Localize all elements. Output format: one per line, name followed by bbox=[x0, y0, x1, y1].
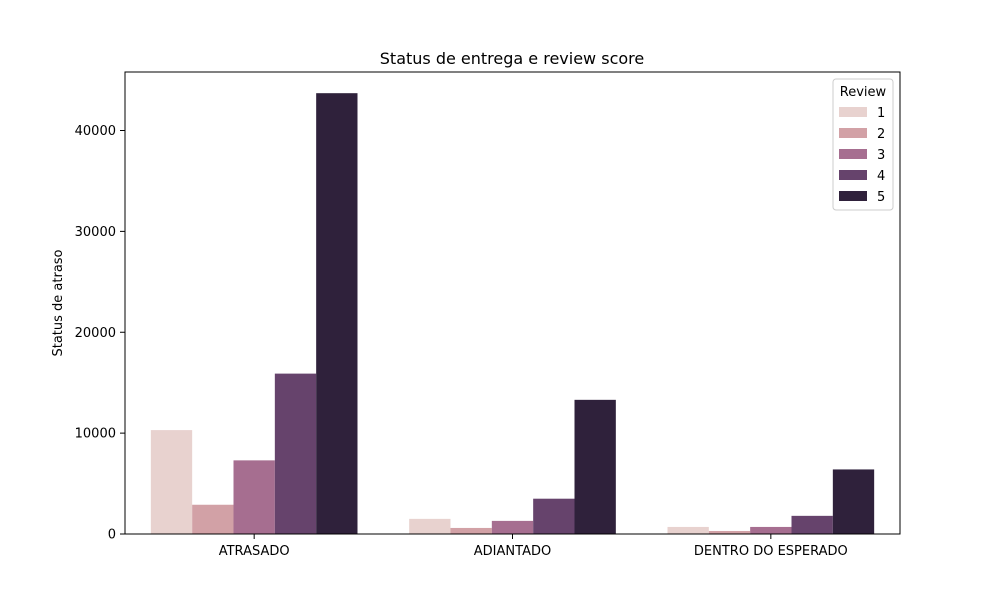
bar-review-4-2 bbox=[533, 498, 575, 534]
legend-swatch-review-2 bbox=[839, 128, 867, 138]
plot-frame bbox=[124, 71, 901, 535]
x-tick-label: DENTRO DO ESPERADO bbox=[694, 544, 848, 559]
bar-review-2-1 bbox=[192, 504, 234, 534]
legend-swatch-review-1 bbox=[839, 107, 867, 117]
bar-review-3-2 bbox=[491, 520, 534, 534]
bar-review-3-3 bbox=[750, 526, 792, 534]
y-tick-label: 30000 bbox=[75, 225, 116, 240]
legend-swatch-review-5 bbox=[839, 191, 867, 201]
x-axis: ATRASADO ADIANTADO DENTRO DO ESPERADO bbox=[219, 534, 848, 559]
y-tick-label: 20000 bbox=[75, 326, 116, 341]
y-tick-label: 0 bbox=[108, 528, 116, 543]
bar-review-4-3 bbox=[791, 515, 833, 534]
legend-title: Review bbox=[840, 85, 887, 100]
bar-review-1-1 bbox=[150, 430, 193, 534]
bar-review-2-3 bbox=[708, 530, 751, 534]
bar-review-3-1 bbox=[233, 460, 275, 534]
legend-label-review-3: 3 bbox=[877, 148, 885, 163]
y-axis: 0 10000 20000 30000 40000 bbox=[75, 124, 125, 543]
legend-swatch-review-4 bbox=[839, 170, 867, 180]
y-axis-label: Status de atraso bbox=[51, 249, 66, 356]
x-tick-label: ADIANTADO bbox=[474, 544, 551, 559]
legend-swatch-review-3 bbox=[839, 149, 867, 159]
x-tick-label: ATRASADO bbox=[219, 544, 290, 559]
legend: Review 1 2 3 4 5 bbox=[832, 78, 894, 211]
bar-review-5-3 bbox=[832, 469, 875, 534]
bar-review-1-2 bbox=[409, 518, 451, 534]
chart-title: Status de entrega e review score bbox=[380, 49, 644, 68]
bar-review-1-3 bbox=[667, 526, 709, 534]
legend-label-review-1: 1 bbox=[877, 106, 885, 121]
bar-review-5-2 bbox=[574, 399, 616, 534]
bar-review-2-2 bbox=[450, 527, 492, 534]
legend-label-review-5: 5 bbox=[877, 190, 885, 205]
bar-review-4-1 bbox=[274, 373, 317, 534]
legend-label-review-4: 4 bbox=[877, 169, 885, 184]
legend-label-review-2: 2 bbox=[877, 127, 885, 142]
y-tick-label: 40000 bbox=[75, 124, 116, 139]
bars-group bbox=[150, 93, 875, 534]
y-tick-label: 10000 bbox=[75, 427, 116, 442]
bar-review-5-1 bbox=[316, 93, 358, 534]
